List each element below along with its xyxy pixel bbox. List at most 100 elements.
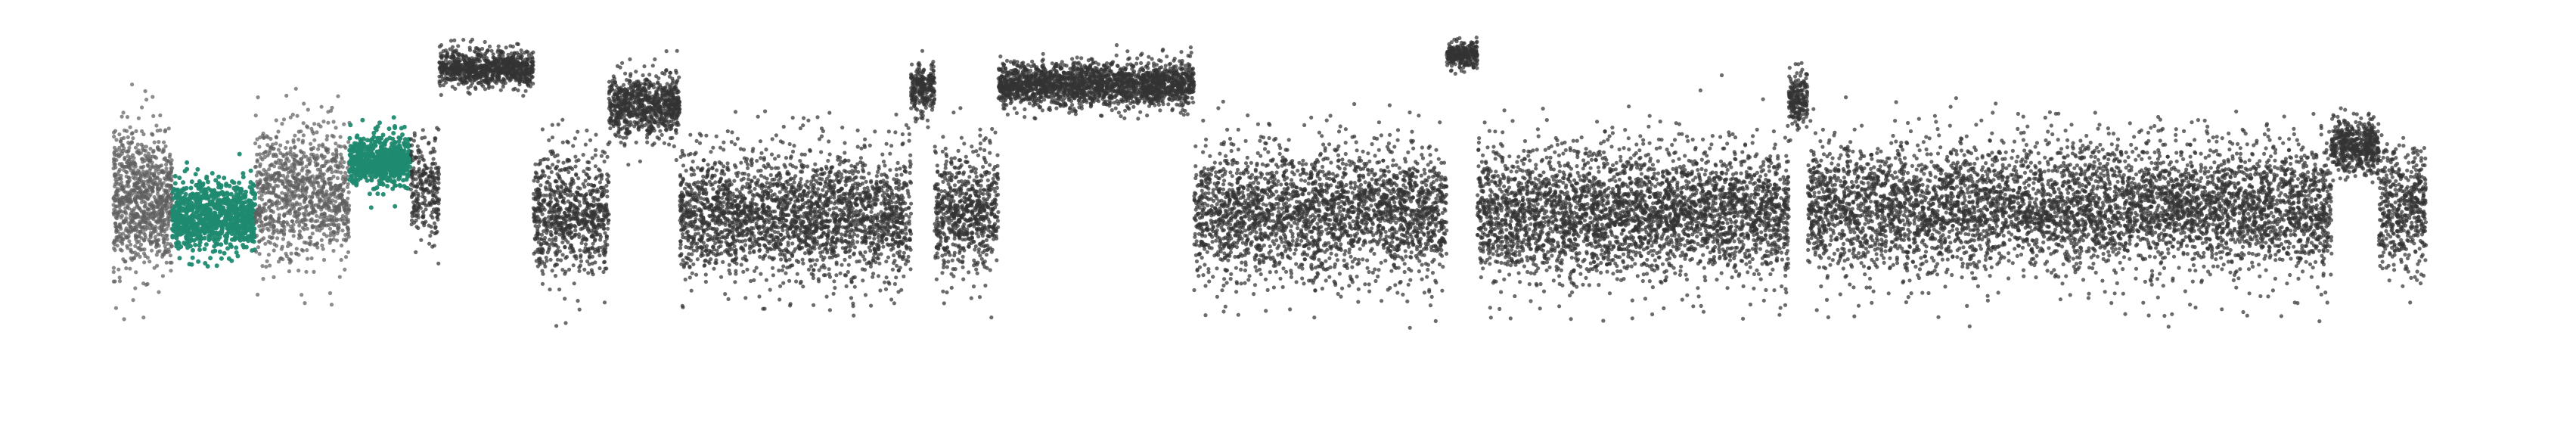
data-point [365, 170, 369, 175]
data-point [334, 212, 338, 216]
data-point [429, 170, 433, 174]
data-point [147, 175, 151, 179]
data-point [234, 208, 238, 213]
data-point [301, 191, 305, 194]
data-point [301, 194, 305, 198]
data-point [260, 197, 264, 201]
data-point [144, 228, 147, 231]
data-point [144, 89, 147, 93]
data-point [423, 135, 427, 139]
data-point [470, 61, 473, 64]
data-point [507, 69, 511, 73]
data-point [134, 253, 138, 257]
data-point [311, 191, 315, 195]
data-point [124, 165, 128, 169]
data-point [216, 242, 220, 247]
data-point [475, 76, 479, 79]
data-point [598, 238, 602, 241]
data-point [462, 72, 466, 76]
data-point [462, 79, 466, 83]
data-point [411, 158, 414, 162]
data-point [219, 207, 224, 211]
data-point [150, 172, 154, 176]
data-point [434, 225, 438, 228]
data-point [513, 71, 517, 75]
data-point [288, 204, 292, 207]
data-point [349, 169, 353, 174]
data-point [132, 207, 136, 210]
data-point [114, 306, 118, 310]
data-point [222, 176, 226, 180]
data-point [451, 85, 455, 89]
data-point [340, 157, 344, 161]
data-point [287, 190, 290, 194]
data-point [160, 200, 164, 204]
data-point [146, 164, 150, 168]
data-point [149, 235, 153, 239]
data-point [166, 219, 170, 223]
data-point [470, 81, 474, 85]
data-point [558, 250, 562, 253]
data-point [146, 282, 150, 286]
data-point [335, 217, 339, 221]
data-point [234, 222, 239, 227]
data-point [292, 234, 296, 238]
data-point [474, 58, 478, 62]
data-point [272, 248, 276, 252]
data-point [222, 211, 226, 216]
data-point [268, 263, 272, 267]
data-point [483, 40, 487, 44]
data-point [185, 160, 189, 165]
data-point [123, 220, 126, 224]
data-point [121, 187, 125, 191]
data-point [281, 174, 285, 178]
data-point [244, 221, 248, 225]
data-point [399, 136, 403, 141]
data-point [499, 89, 503, 92]
data-point [224, 182, 228, 186]
data-point [433, 187, 437, 191]
data-point [150, 132, 154, 135]
data-point [316, 148, 320, 151]
data-point [118, 168, 122, 172]
data-point [598, 225, 602, 228]
data-point [163, 170, 166, 174]
data-point [260, 264, 264, 268]
data-point [288, 258, 292, 262]
data-point [268, 137, 272, 141]
data-point [306, 204, 309, 208]
data-point [551, 135, 554, 139]
data-point [144, 154, 147, 157]
data-point [477, 49, 481, 53]
data-point [451, 52, 455, 56]
data-point [473, 85, 477, 89]
data-point [165, 261, 169, 265]
data-point [320, 105, 324, 109]
data-point [300, 169, 304, 172]
data-point [340, 258, 343, 262]
data-point [241, 245, 246, 250]
data-point [127, 239, 131, 243]
data-point [240, 208, 244, 213]
data-point [325, 138, 329, 141]
data-point [369, 148, 374, 152]
data-point [387, 135, 392, 140]
data-point [325, 134, 329, 138]
data-point [117, 210, 121, 214]
data-point [427, 242, 431, 246]
data-point [411, 155, 414, 159]
data-point [399, 159, 404, 163]
data-point [174, 218, 178, 222]
data-point [220, 226, 225, 231]
data-point [174, 194, 178, 199]
data-point [344, 238, 348, 242]
data-point [584, 143, 588, 147]
data-point [164, 163, 168, 166]
data-point [332, 204, 336, 207]
data-point [317, 144, 321, 148]
data-point [501, 54, 504, 57]
data-point [302, 133, 306, 137]
data-point [573, 155, 577, 159]
data-point [594, 164, 597, 168]
